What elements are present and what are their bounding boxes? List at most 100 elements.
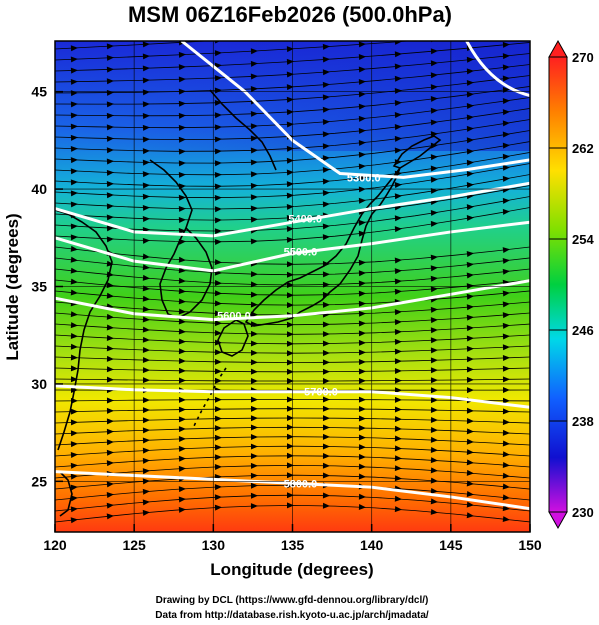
wind-arrow-icon [286, 271, 294, 278]
wind-arrow-icon [250, 216, 258, 223]
wind-arrow-icon [287, 340, 294, 347]
wind-arrow-icon [178, 358, 186, 365]
wind-arrow-icon [142, 397, 150, 404]
wind-arrow-icon [214, 124, 222, 131]
wind-arrow-icon [466, 438, 474, 445]
wind-arrow-icon [502, 354, 510, 361]
wind-arrow-icon [394, 87, 402, 94]
wind-arrow-icon [286, 96, 294, 103]
wind-arrow-icon [430, 286, 438, 293]
wind-arrow-icon [250, 171, 258, 178]
wind-arrow-icon [430, 254, 438, 261]
wind-arrow-icon [70, 67, 78, 74]
plot-area: 5300.0 5400.0 5500.0 5600.0 5700.0 5800.0 [54, 40, 531, 533]
wind-arrow-icon [502, 494, 510, 501]
wind-arrow-icon [322, 234, 330, 241]
wind-arrow-icon [178, 377, 186, 384]
wind-arrow-icon [502, 153, 510, 160]
wind-arrow-icon [358, 493, 366, 500]
wind-arrow-icon [394, 135, 402, 142]
y-tick-label: 25 [31, 473, 47, 489]
wind-arrow-icon [502, 483, 510, 490]
wind-arrow-icon [106, 192, 114, 199]
wind-arrow-icon [502, 64, 510, 71]
wind-arrow-icon [178, 100, 186, 107]
wind-arrow-icon [394, 328, 402, 335]
wind-arrow-icon [358, 444, 366, 451]
wind-arrow-icon [287, 452, 294, 459]
wind-arrow-icon [358, 473, 366, 480]
wind-arrow-icon [286, 157, 294, 164]
wind-arrow-icon [106, 260, 114, 267]
contour-label: 5600.0 [217, 311, 251, 323]
streamline [55, 152, 530, 187]
wind-arrow-icon [322, 405, 330, 412]
wind-arrow-icon [286, 181, 294, 188]
wind-arrow-icon [106, 181, 114, 188]
wind-arrow-icon [430, 457, 438, 464]
x-tick-label: 130 [202, 537, 226, 553]
wind-arrow-icon [358, 91, 366, 98]
wind-arrow-icon [394, 319, 402, 326]
streamline [55, 474, 530, 490]
wind-arrow-icon [250, 492, 258, 499]
wind-arrow-icon [286, 203, 294, 210]
wind-arrow-icon [70, 311, 78, 318]
wind-arrow-icon [70, 123, 78, 130]
wind-arrow-icon [106, 460, 114, 467]
streamline [55, 196, 530, 232]
colorbar-tick-label: 262 [572, 141, 594, 156]
colorbar-tick-label: 230 [572, 505, 594, 520]
wind-arrow-icon [70, 441, 78, 448]
wind-arrow-icon [250, 503, 258, 510]
wind-arrow-icon [322, 43, 330, 50]
wind-arrow-icon [430, 220, 438, 227]
wind-arrow-icon [178, 277, 186, 284]
wind-arrow-icon [214, 41, 222, 44]
wind-arrow-icon [250, 238, 258, 245]
wind-arrow-icon [178, 416, 186, 423]
wind-arrow-icon [70, 495, 78, 502]
wind-arrow-icon [250, 135, 258, 142]
wind-arrow-icon [286, 121, 294, 128]
wind-arrow-icon [358, 151, 366, 158]
wind-arrow-icon [286, 58, 294, 65]
wind-arrow-icon [214, 415, 222, 422]
wind-arrow-icon [466, 159, 474, 166]
wind-arrow-icon [430, 407, 438, 414]
wind-arrow-icon [70, 376, 78, 383]
wind-arrow-icon [178, 348, 186, 355]
wind-arrow-icon [250, 349, 258, 356]
wind-arrow-icon [178, 148, 186, 155]
wind-arrow-icon [502, 451, 510, 458]
wind-arrow-icon [394, 455, 402, 462]
wind-arrow-icon [394, 406, 402, 413]
wind-arrow-icon [286, 84, 294, 91]
wind-arrow-icon [502, 387, 510, 394]
wind-arrow-icon [178, 267, 186, 274]
wind-arrow-icon [178, 496, 186, 503]
wind-arrow-icon [466, 335, 474, 342]
wind-arrow-icon [250, 396, 258, 403]
japan-kyushu-coast [217, 319, 249, 357]
wind-arrow-icon [430, 131, 438, 138]
wind-arrow-icon [286, 192, 294, 199]
wind-arrow-icon [142, 437, 150, 444]
wind-arrow-icon [70, 190, 78, 197]
wind-arrow-icon [286, 71, 294, 78]
streamline [55, 312, 530, 326]
y-tick-label: 30 [31, 376, 47, 392]
wind-arrow-icon [287, 321, 294, 328]
wind-arrow-icon [214, 228, 222, 235]
wind-arrow-icon [502, 429, 510, 436]
wind-arrow-icon [70, 101, 78, 108]
wind-arrow-icon [358, 127, 366, 134]
wind-arrow-icon [466, 215, 474, 222]
wind-arrow-icon [70, 517, 78, 524]
wind-arrow-icon [178, 455, 186, 462]
wind-arrow-icon [106, 345, 114, 352]
wind-arrow-icon [142, 316, 150, 323]
wind-arrow-icon [70, 332, 78, 339]
wind-arrow-icon [358, 358, 366, 365]
wind-arrow-icon [430, 337, 438, 344]
